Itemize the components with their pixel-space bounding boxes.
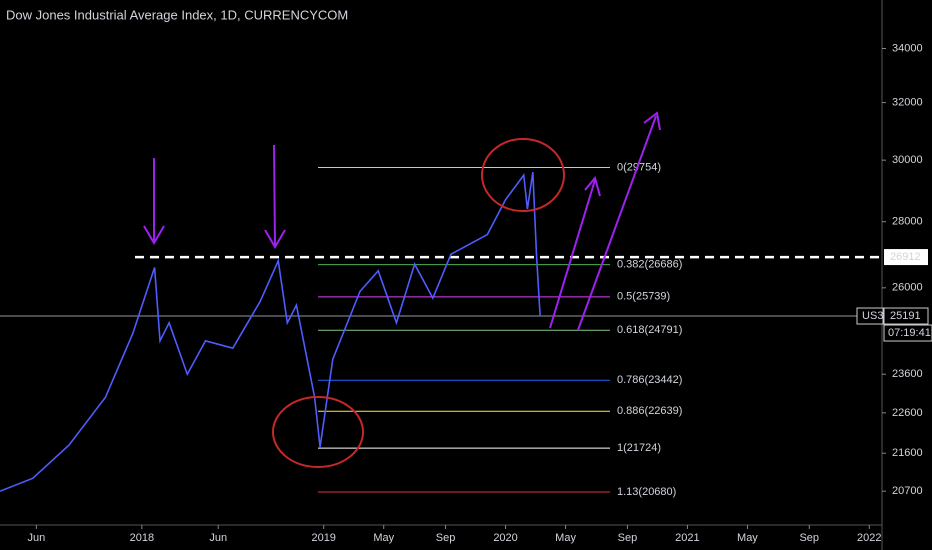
arrow-head	[143, 225, 165, 245]
symbol-label: US30	[862, 310, 890, 322]
fib-label: 0(29754)	[617, 161, 661, 173]
x-tick-label: 2020	[493, 532, 517, 544]
x-tick-label: Sep	[799, 532, 819, 544]
y-tick-label: 23600	[892, 368, 923, 380]
resistance-label-box	[884, 249, 928, 266]
y-tick-label: 34000	[892, 42, 923, 54]
symbol-box	[856, 307, 884, 325]
x-tick-label: May	[737, 532, 758, 544]
x-tick-label: 2022	[857, 532, 881, 544]
y-tick-label: 28000	[892, 216, 923, 228]
arrow	[273, 144, 276, 247]
arrow-head	[643, 111, 661, 131]
y-tick-label: 26000	[892, 282, 923, 294]
plot: 0(29754) 0.382(26686) 0.5(25739) 0.618(2479…	[0, 161, 882, 498]
y-tick-label: 21600	[892, 447, 923, 459]
arrow-head	[264, 229, 286, 249]
fib-label: 0.886(22639)	[617, 405, 682, 417]
x-tick-label: May	[555, 532, 576, 544]
arrow	[549, 179, 596, 329]
price-box	[883, 307, 929, 325]
x-tick-label: Jun	[209, 532, 227, 544]
y-tick-label: 32000	[892, 96, 923, 108]
x-tick-label: 2021	[675, 532, 699, 544]
chart-title: Dow Jones Industrial Average Index, 1D, …	[6, 7, 348, 22]
circle	[481, 138, 565, 212]
x-tick-label: Sep	[618, 532, 638, 544]
fib-label: 1(21724)	[617, 442, 661, 454]
y-tick-label: 30000	[892, 154, 923, 166]
x-tick-label: Sep	[436, 532, 456, 544]
fib-label: 1.13(20680)	[617, 486, 676, 498]
y-tick-label: 22600	[892, 407, 923, 419]
x-tick-label: May	[373, 532, 394, 544]
resistance-label: 26912	[890, 251, 921, 263]
arrow	[577, 115, 657, 331]
arrow-head	[584, 175, 601, 197]
x-tick-label: 2019	[311, 532, 335, 544]
fib-label: 0.382(26686)	[617, 258, 682, 270]
annotations	[143, 111, 661, 331]
x-tick-label: 2018	[130, 532, 154, 544]
y-tick-label: 20700	[892, 485, 923, 497]
fib-label: 0.5(25739)	[617, 291, 670, 303]
circle	[272, 396, 364, 468]
time-label: 07:19:41	[888, 327, 931, 339]
circles	[272, 138, 565, 468]
x-tick-label: Jun	[27, 532, 45, 544]
time-box	[883, 324, 932, 342]
fib-label: 0.786(23442)	[617, 374, 682, 386]
fib-label: 0.618(24791)	[617, 324, 682, 336]
price-label: 25191	[890, 310, 921, 322]
